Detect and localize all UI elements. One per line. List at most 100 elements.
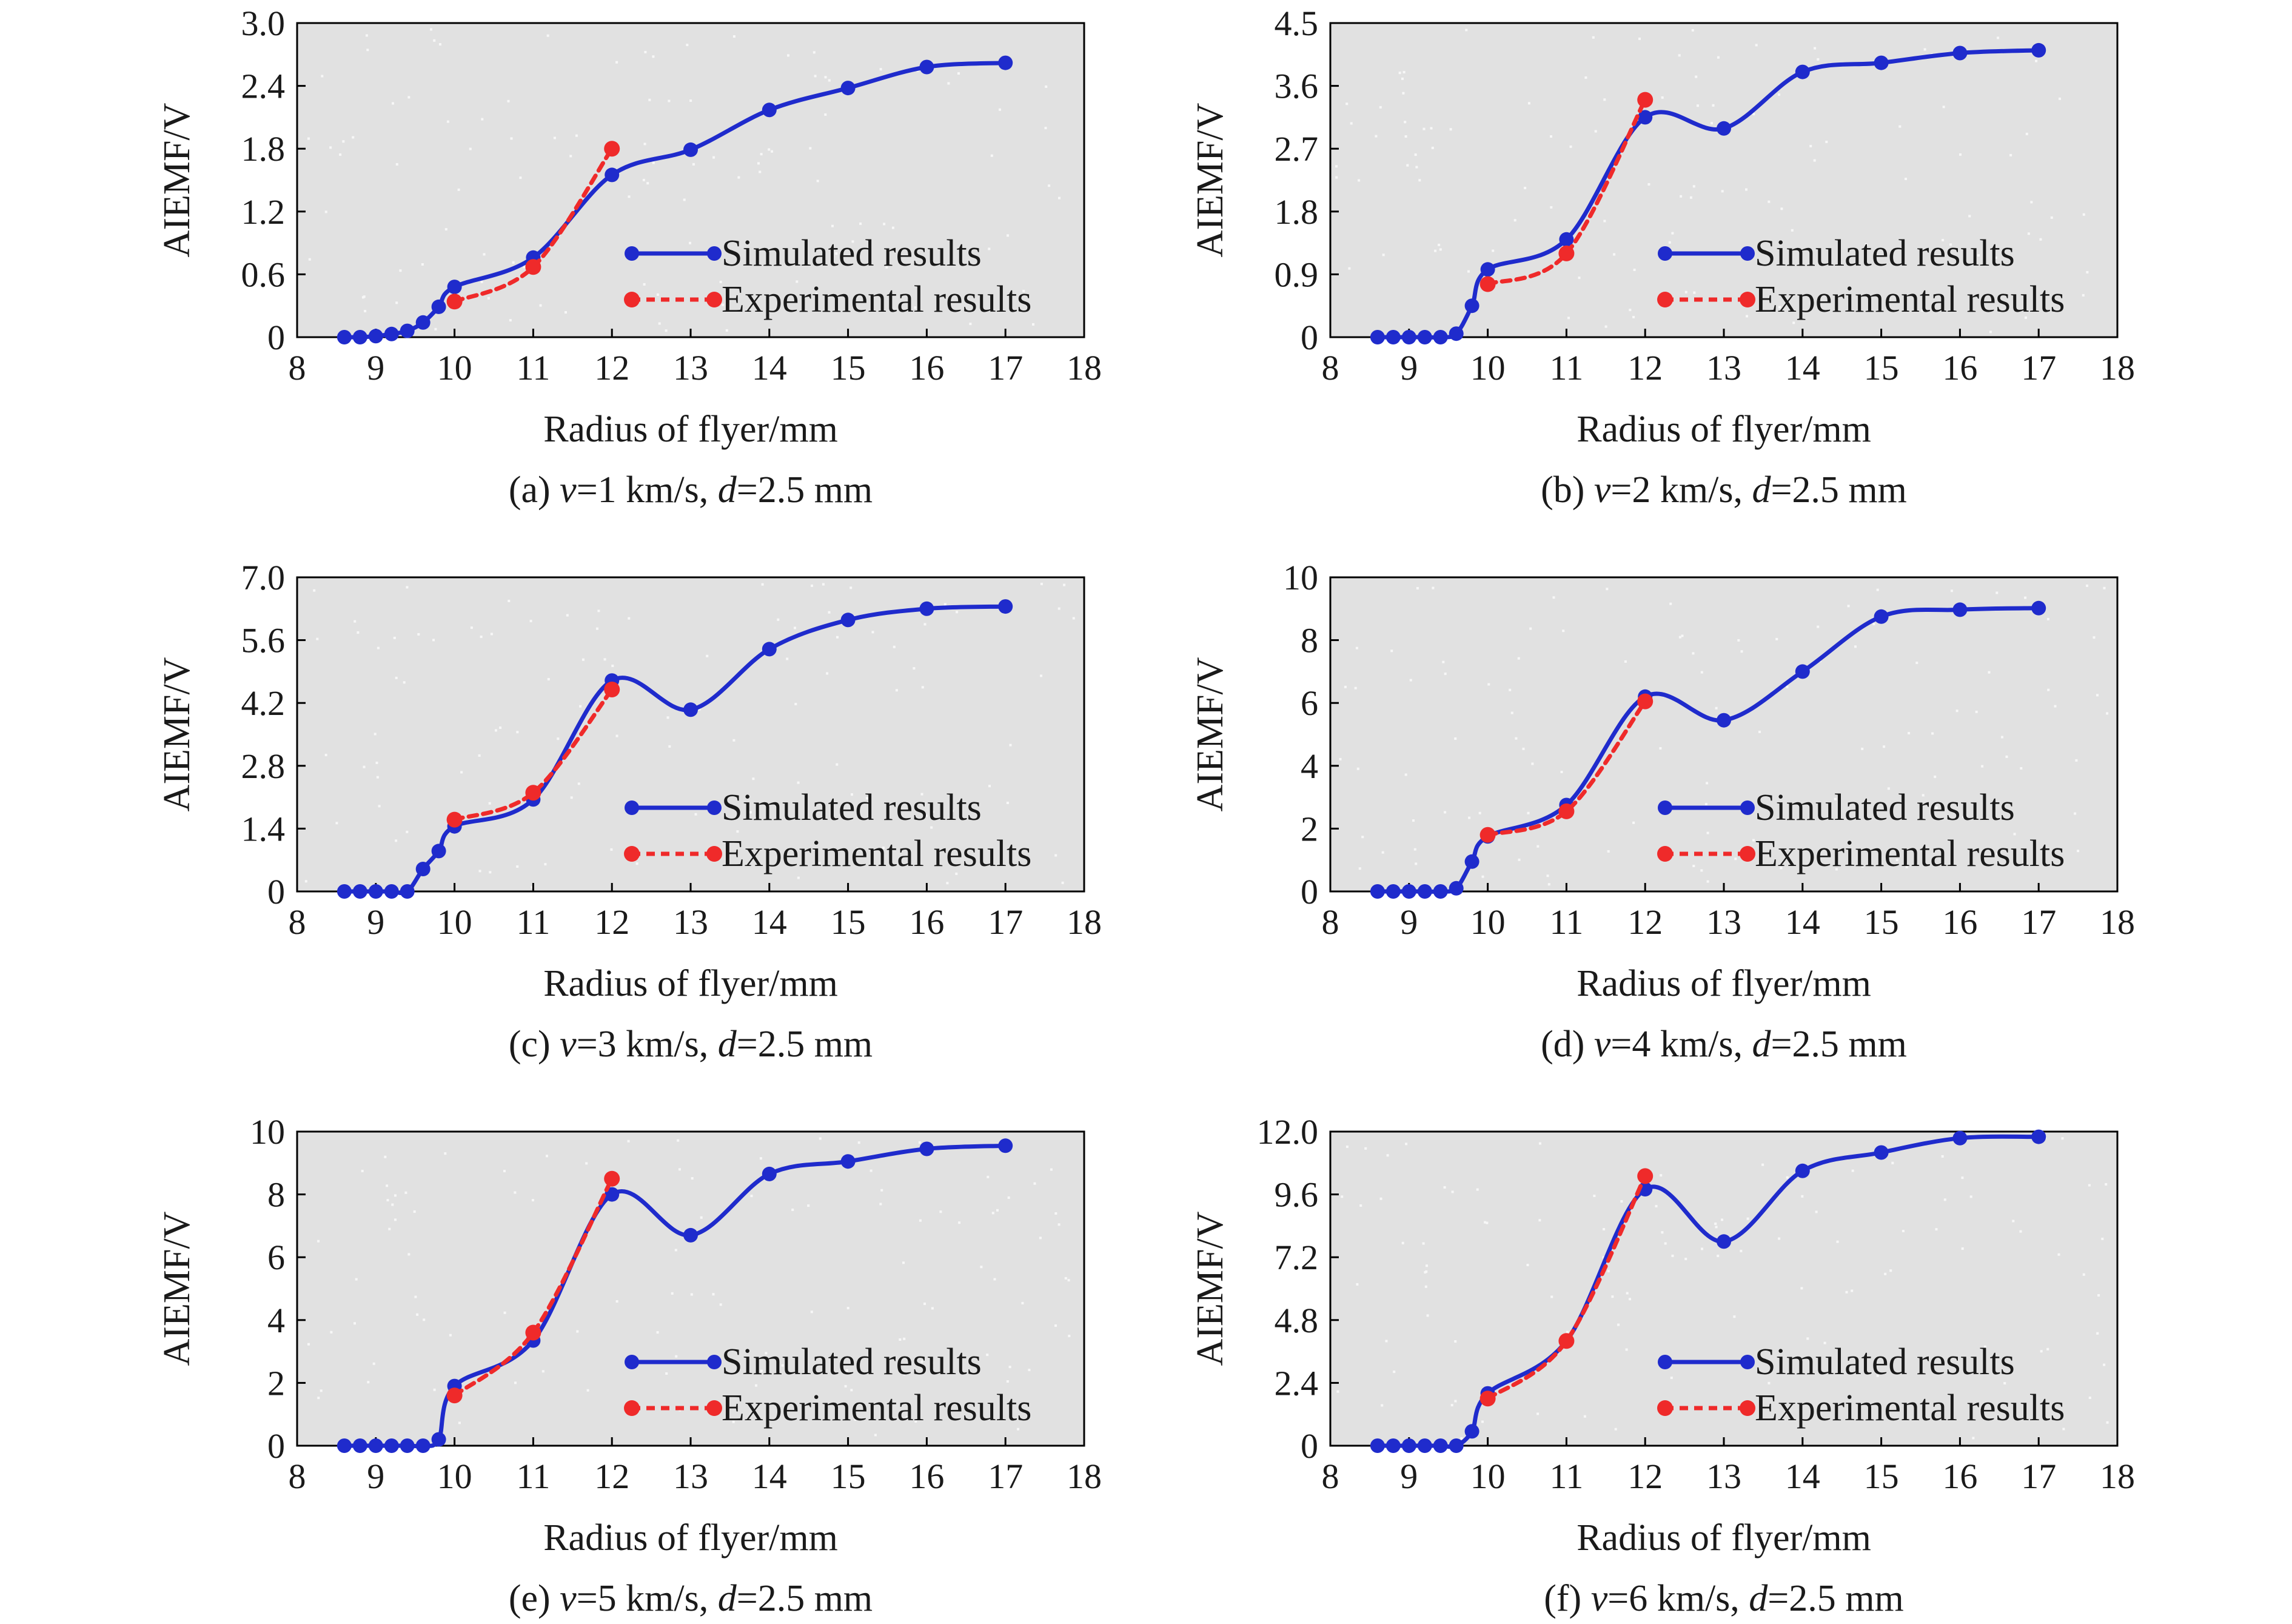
speckle-dot (899, 1338, 902, 1341)
speckle-dot (1758, 730, 1761, 733)
speckle-dot (1017, 1428, 1019, 1431)
speckle-dot (1834, 797, 1837, 800)
x-tick-label: 11 (516, 348, 550, 388)
speckle-dot (1950, 589, 1953, 592)
legend-experimental-label: Experimental results (722, 279, 1031, 320)
speckle-dot (1063, 583, 1066, 586)
speckle-dot (2086, 270, 2089, 273)
panel-caption: (f) v=6 km/s, d=2.5 mm (1544, 1578, 1903, 1619)
speckle-dot (1745, 188, 1747, 191)
x-axis-title: Radius of flyer/mm (1577, 1517, 1871, 1559)
speckle-dot (1809, 144, 1812, 147)
speckle-dot (615, 1300, 618, 1303)
caption-part: =2 km/s, (1610, 469, 1752, 511)
speckle-dot (1761, 1163, 1764, 1166)
x-tick-label: 10 (1470, 348, 1506, 388)
speckle-dot (760, 1369, 763, 1372)
speckle-dot (414, 1295, 417, 1298)
speckle-dot (1517, 657, 1520, 660)
speckle-dot (1902, 1230, 1905, 1232)
speckle-dot (2003, 1382, 2006, 1384)
speckle-dot (1923, 48, 1926, 51)
speckle-dot (859, 222, 862, 225)
speckle-dot (722, 303, 725, 306)
speckle-dot (509, 319, 512, 322)
speckle-dot (1398, 72, 1401, 75)
speckle-dot (1895, 859, 1898, 861)
y-axis-title: AIEMF/V (156, 102, 198, 257)
speckle-dot (700, 1216, 703, 1219)
caption-part: v (1591, 1578, 1608, 1619)
speckle-dot (1594, 130, 1597, 133)
plot-background (1330, 23, 2117, 337)
y-tick-label: 0 (1301, 318, 1318, 357)
speckle-dot (797, 781, 800, 784)
simulated-point (352, 1438, 367, 1453)
simulated-point (1386, 1438, 1401, 1453)
x-tick-label: 9 (1400, 1457, 1418, 1496)
y-tick-label: 4.5 (1275, 4, 1319, 43)
speckle-dot (586, 1389, 589, 1392)
speckle-dot (1439, 248, 1442, 251)
speckle-dot (683, 198, 686, 201)
x-tick-label: 12 (1627, 348, 1663, 388)
speckle-dot (1345, 102, 1349, 106)
speckle-dot (810, 1310, 813, 1314)
speckle-dot (1450, 1404, 1453, 1407)
simulated-point (431, 1432, 446, 1447)
x-tick-label: 16 (1942, 348, 1977, 388)
speckle-dot (1355, 646, 1358, 649)
speckle-dot (1344, 685, 1347, 688)
speckle-dot (1949, 243, 1952, 246)
legend-experimental-label: Experimental results (1755, 1387, 2065, 1429)
speckle-dot (1054, 1324, 1057, 1327)
x-tick-label: 15 (831, 348, 866, 388)
speckle-dot (958, 1221, 961, 1224)
y-tick-label: 12.0 (1257, 1112, 1319, 1152)
speckle-dot (1768, 200, 1771, 203)
speckle-dot (541, 1370, 545, 1373)
speckle-dot (955, 872, 958, 875)
speckle-dot (317, 1240, 320, 1243)
speckle-dot (1717, 1255, 1720, 1257)
simulated-point (919, 59, 934, 75)
speckle-dot (531, 886, 534, 889)
speckle-dot (809, 147, 812, 150)
speckle-dot (686, 44, 689, 47)
speckle-dot (433, 39, 436, 42)
x-tick-label: 11 (516, 902, 550, 942)
caption-part: =2.5 mm (1771, 469, 1906, 511)
plot-background-speckle (1336, 1136, 2109, 1440)
speckle-dot (1740, 650, 1743, 653)
speckle-dot (1825, 141, 1828, 143)
caption-part: d (718, 1578, 737, 1619)
x-axis-title: Radius of flyer/mm (543, 963, 838, 1004)
speckle-dot (1835, 868, 1838, 871)
simulated-point (352, 884, 367, 899)
x-tick-label: 11 (1549, 902, 1583, 942)
experimental-point (604, 141, 620, 157)
speckle-dot (987, 1175, 990, 1178)
speckle-dot (652, 55, 655, 58)
speckle-dot (885, 266, 888, 269)
speckle-dot (1629, 1298, 1631, 1301)
speckle-dot (815, 292, 818, 295)
speckle-dot (2106, 712, 2109, 715)
speckle-dot (923, 1303, 926, 1305)
speckle-dot (1057, 1223, 1061, 1226)
speckle-dot (1977, 254, 1980, 257)
speckle-dot (1006, 1380, 1009, 1383)
speckle-dot (1510, 711, 1513, 714)
speckle-dot (406, 830, 409, 833)
speckle-dot (1975, 710, 1978, 713)
legend-experimental-marker (1657, 292, 1673, 307)
x-tick-label: 18 (2100, 348, 2135, 388)
x-tick-label: 15 (831, 902, 866, 942)
speckle-dot (1592, 36, 1595, 39)
y-tick-label: 7.0 (241, 558, 286, 597)
speckle-dot (1538, 1219, 1541, 1222)
speckle-dot (642, 178, 645, 181)
speckle-dot (1876, 1374, 1879, 1377)
speckle-dot (871, 631, 874, 634)
caption-part: d (718, 1024, 737, 1065)
